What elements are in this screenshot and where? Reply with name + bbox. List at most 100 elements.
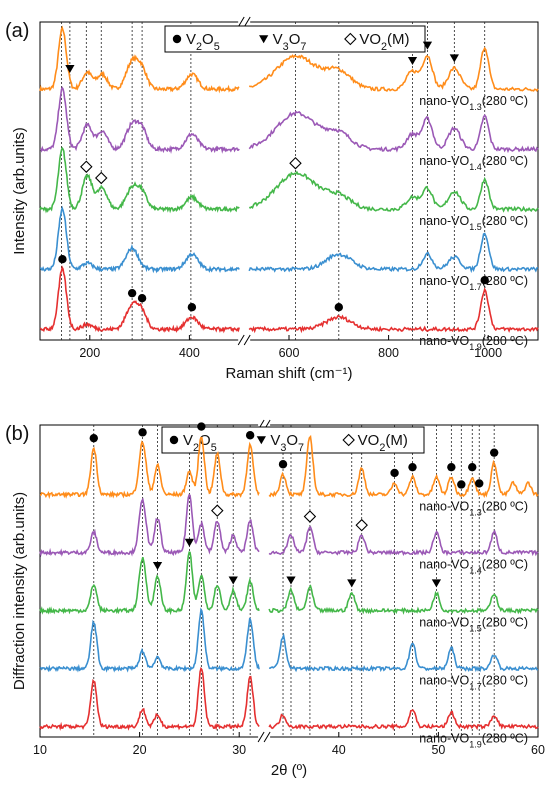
- series-line-1-3: [39, 436, 260, 500]
- legend: V2O5 V3O7 VO2(M): [161, 426, 425, 454]
- series-label: nano-VO1.4(280 ºC): [419, 154, 528, 172]
- legend-symbol-tri: [259, 35, 269, 44]
- series-line-1-5: [248, 170, 539, 213]
- legend-label: VO2(M): [358, 432, 408, 454]
- series-line-1-3: [268, 434, 539, 499]
- legend-label: V2O5: [186, 31, 220, 53]
- legend-symbol-diamond: [342, 433, 355, 447]
- series-line-1-4: [248, 110, 539, 154]
- y-axis-label: Diffraction intensity (arb.units): [11, 492, 28, 690]
- axis-break-mark: [243, 16, 251, 28]
- series-label: nano-VO1.4(280 ºC): [419, 558, 528, 576]
- legend-label: VO2(M): [359, 31, 409, 53]
- peak-marker-tri: [407, 57, 418, 66]
- peak-marker-dot: [489, 448, 499, 457]
- series-line-1-5: [39, 551, 260, 616]
- x-tick-label: 50: [431, 743, 445, 757]
- series-line-1-9: [39, 265, 240, 334]
- series-line-1-9: [39, 666, 260, 731]
- legend-frame: [164, 25, 426, 53]
- legend-frame: [161, 426, 425, 454]
- x-tick-label: 10: [33, 743, 47, 757]
- series-line-1-3: [39, 25, 240, 94]
- peak-marker-dot: [58, 254, 67, 264]
- series-label: nano-VO1.9(280 ºC): [419, 732, 528, 750]
- x-tick-label: 1000: [474, 346, 502, 360]
- peak-marker-diamond: [211, 504, 224, 517]
- panel-label: (a): [5, 20, 29, 42]
- peak-marker-tri: [152, 561, 163, 570]
- peak-marker-dot: [138, 428, 147, 437]
- axis-break-bottom-gap: [258, 733, 271, 741]
- legend-symbol-diamond: [344, 32, 357, 46]
- series-label: nano-VO1.9(280 ºC): [419, 334, 528, 352]
- series-label: nano-VO1.7(280 ºC): [419, 274, 528, 292]
- legend-label: V2O5: [183, 432, 217, 454]
- peak-marker-diamond: [303, 510, 317, 523]
- peak-marker-dot: [457, 480, 466, 489]
- x-tick-label: 600: [279, 346, 300, 360]
- peak-marker-tri: [422, 41, 433, 50]
- peak-marker-dot: [197, 422, 206, 431]
- peak-marker-dot: [89, 433, 98, 443]
- axis-break-top-gap: [238, 18, 251, 26]
- x-tick-label: 40: [332, 743, 346, 757]
- peak-marker-dot: [334, 303, 343, 312]
- axis-break-mark: [263, 731, 271, 743]
- peak-marker-dot: [187, 303, 197, 312]
- legend-label: V3O7: [273, 31, 307, 53]
- peak-marker-tri: [286, 576, 296, 585]
- plot-frame: [39, 21, 539, 341]
- peak-marker-dot: [447, 462, 456, 472]
- peak-marker-diamond: [95, 171, 108, 185]
- x-tick-label: 400: [179, 346, 200, 360]
- peak-marker-tri: [228, 576, 238, 585]
- series-line-1-9: [268, 708, 539, 731]
- series-line-1-7: [40, 205, 240, 274]
- peak-marker-diamond: [289, 156, 302, 170]
- x-tick-label: 30: [232, 743, 246, 757]
- series-label: nano-VO1.5(280 ºC): [419, 214, 528, 232]
- peak-marker-diamond: [80, 160, 93, 173]
- peak-marker-dot: [278, 460, 288, 469]
- series-line-1-7: [39, 607, 260, 673]
- peak-marker-diamond: [355, 518, 368, 532]
- series-line-1-5: [39, 146, 240, 214]
- axis-break-mark: [237, 16, 245, 28]
- series-line-1-4: [268, 526, 539, 557]
- peak-marker-dot: [127, 288, 137, 298]
- legend-symbol-dot: [169, 435, 179, 445]
- peak-marker-tri: [431, 579, 442, 588]
- peak-marker-tri: [65, 65, 75, 74]
- x-tick-label: 60: [531, 743, 545, 757]
- series-line-1-7: [268, 632, 539, 673]
- legend-symbol-dot: [172, 34, 182, 44]
- plot-frame: [39, 424, 539, 738]
- peak-marker-dot: [475, 479, 484, 488]
- legend-label: V3O7: [270, 432, 304, 454]
- series-line-1-5: [268, 584, 539, 615]
- series-line-1-4: [39, 86, 240, 155]
- axis-break-mark: [243, 334, 251, 346]
- peak-marker-dot: [137, 294, 147, 303]
- peak-marker-tri: [347, 579, 357, 588]
- legend-symbol-tri: [256, 436, 266, 445]
- series-line-1-4: [39, 493, 260, 558]
- peak-marker-tri: [449, 54, 459, 63]
- x-axis-label: Raman shift (cm⁻¹): [225, 365, 352, 382]
- series-label: nano-VO1.3(280 ºC): [419, 500, 528, 518]
- x-axis-label: 2θ (º): [271, 762, 307, 779]
- series-label: nano-VO1.5(280 ºC): [419, 616, 528, 634]
- series-line-1-3: [249, 46, 539, 93]
- x-tick-label: 800: [378, 346, 399, 360]
- axis-break-bottom-gap: [238, 336, 251, 344]
- series-line-1-9: [248, 287, 539, 334]
- series-label: nano-VO1.7(280 ºC): [419, 674, 528, 692]
- legend: V2O5 V3O7 VO2(M): [164, 25, 426, 53]
- peak-marker-dot: [408, 462, 417, 472]
- panel-a: 200 400 600 800 1000 Raman shift (cm⁻¹) Intens…: [5, 16, 539, 382]
- axis-break-mark: [237, 334, 245, 346]
- axis-break-mark: [257, 731, 265, 743]
- peak-marker-dot: [480, 276, 489, 285]
